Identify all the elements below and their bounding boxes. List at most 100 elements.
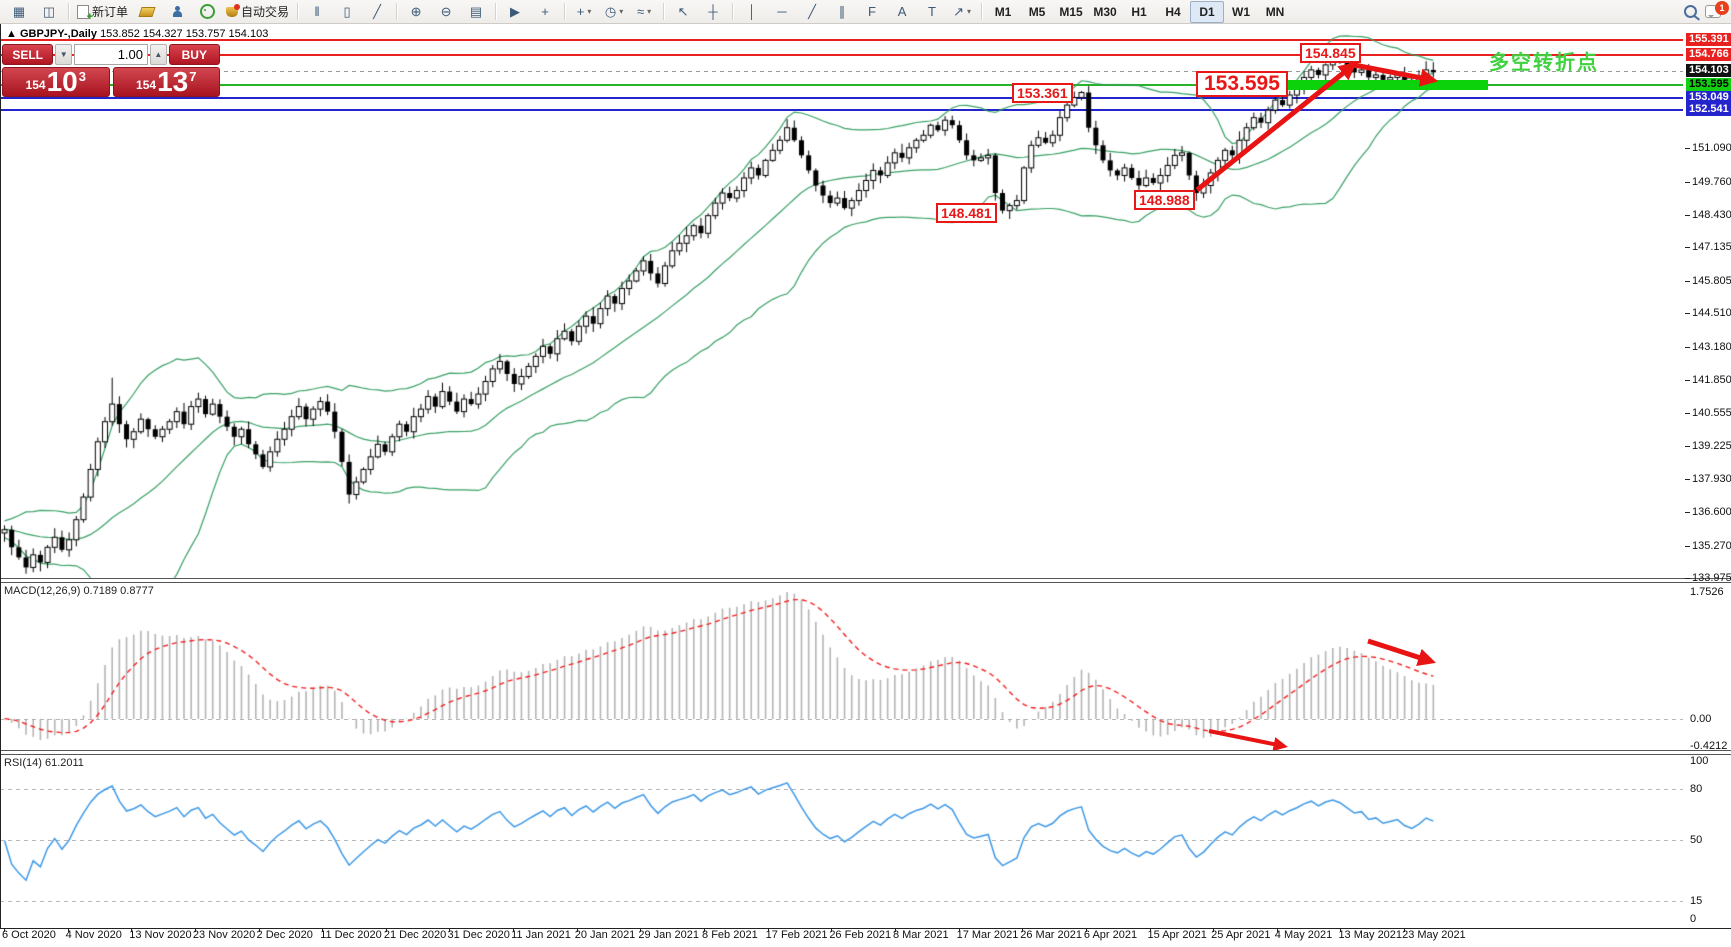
price-tick: 140.555 bbox=[1685, 407, 1731, 419]
price-tick: 141.850 bbox=[1685, 374, 1731, 386]
volume-up-button[interactable]: ▲ bbox=[150, 44, 167, 65]
rsi-axis-tick: 15 bbox=[1690, 895, 1703, 907]
rsi-axis-tick: 0 bbox=[1690, 913, 1697, 925]
timeframe-m15[interactable]: M15 bbox=[1054, 1, 1088, 23]
chevron-down-icon[interactable]: ▾ bbox=[966, 7, 971, 16]
price-badge-153.595: 153.595 bbox=[1686, 78, 1731, 91]
new-object-icon: + bbox=[576, 4, 585, 19]
chevron-down-icon[interactable]: ▾ bbox=[647, 7, 652, 16]
indicators-button[interactable]: ≈ ▾ bbox=[629, 1, 659, 23]
community-button[interactable] bbox=[162, 1, 192, 23]
crosshair-icon: ┼ bbox=[708, 4, 718, 19]
timeframe-h4-label: H4 bbox=[1165, 4, 1181, 19]
chevron-down-icon[interactable]: ▾ bbox=[587, 7, 592, 16]
date-label: 31 Dec 2020 bbox=[447, 929, 510, 941]
text-button[interactable]: A bbox=[887, 1, 917, 23]
sell-price-small: 154 bbox=[25, 78, 46, 92]
auto-trading-button[interactable]: 自动交易 bbox=[222, 1, 293, 23]
new-order-button-label: 新订单 bbox=[92, 5, 129, 19]
date-label: 21 Dec 2020 bbox=[383, 929, 447, 941]
timeframe-m1[interactable]: M1 bbox=[986, 1, 1020, 23]
chevron-down-icon[interactable]: ▾ bbox=[619, 7, 624, 16]
date-tick-mark bbox=[513, 928, 515, 932]
toolbar-separator bbox=[297, 3, 299, 20]
price-badge-153.049: 153.049 bbox=[1686, 91, 1731, 104]
search-icon[interactable] bbox=[1684, 5, 1697, 18]
price-tick: 133.975 bbox=[1685, 572, 1731, 584]
trendline-button[interactable]: ╱ bbox=[797, 1, 827, 23]
bar-chart-button[interactable]: ‖ bbox=[302, 1, 332, 23]
buy-price-button[interactable]: 154 13 7 bbox=[112, 67, 220, 97]
period-button[interactable]: ◷ ▾ bbox=[599, 1, 629, 23]
macd-pane-splitter[interactable] bbox=[0, 578, 1731, 583]
date-tick-mark bbox=[704, 928, 706, 932]
tile-windows-icon: ▤ bbox=[469, 4, 483, 19]
ohlc-low: 153.757 bbox=[185, 28, 226, 40]
date-tick-mark bbox=[1340, 928, 1342, 932]
line-chart-button[interactable]: ╱ bbox=[362, 1, 392, 23]
profiles-button[interactable]: ◫ bbox=[34, 1, 64, 23]
channel-icon: ∥ bbox=[838, 4, 846, 19]
timeframe-h4[interactable]: H4 bbox=[1156, 1, 1190, 23]
new-object-button[interactable]: + ▾ bbox=[569, 1, 599, 23]
date-tick-mark bbox=[4, 928, 5, 932]
horizontal-line-button[interactable]: ─ bbox=[767, 1, 797, 23]
auto-scroll-icon: ▶ bbox=[510, 4, 521, 19]
cursor-button[interactable]: ↖ bbox=[668, 1, 698, 23]
date-tick-mark bbox=[194, 928, 196, 932]
tile-windows-button[interactable]: ▤ bbox=[461, 1, 491, 23]
period-icon: ◷ bbox=[604, 4, 617, 19]
price-badge-155.391: 155.391 bbox=[1686, 33, 1731, 46]
zoom-out-button[interactable]: ⊖ bbox=[431, 1, 461, 23]
toolbar-separator bbox=[68, 3, 69, 20]
collapse-marker-icon[interactable]: ▲ bbox=[6, 28, 17, 40]
auto-trading-icon bbox=[226, 3, 241, 17]
chart-shift-button[interactable]: + bbox=[530, 1, 560, 23]
sell-button[interactable]: SELL bbox=[2, 44, 54, 65]
price-tick: 144.510 bbox=[1685, 307, 1731, 319]
arrows-button[interactable]: ↗ ▾ bbox=[947, 1, 977, 23]
timeframe-m5[interactable]: M5 bbox=[1020, 1, 1054, 23]
date-tick-mark bbox=[1022, 928, 1024, 932]
date-tick-mark bbox=[958, 928, 960, 932]
profiles-icon: ◫ bbox=[42, 4, 56, 19]
buy-button[interactable]: BUY bbox=[168, 44, 220, 65]
date-label: 2 Dec 2020 bbox=[256, 929, 313, 941]
date-label: 13 May 2021 bbox=[1338, 929, 1403, 941]
timeframe-w1[interactable]: W1 bbox=[1224, 1, 1258, 23]
symbol-name: GBPJPY-,Daily bbox=[19, 28, 97, 40]
volume-down-button[interactable]: ▼ bbox=[55, 44, 72, 65]
sell-price-button[interactable]: 154 10 3 bbox=[2, 67, 110, 97]
rsi-pane-splitter[interactable] bbox=[0, 750, 1731, 755]
zoom-in-button[interactable]: ⊕ bbox=[401, 1, 431, 23]
auto-scroll-button[interactable]: ▶ bbox=[500, 1, 530, 23]
ohlc-open: 153.852 bbox=[100, 28, 140, 40]
text-label-button[interactable]: T bbox=[917, 1, 947, 23]
new-order-button[interactable]: 新订单 bbox=[73, 1, 132, 23]
gold-button[interactable] bbox=[132, 1, 162, 23]
sell-price-big: 10 bbox=[46, 66, 78, 97]
symbol-info: ▲ GBPJPY-,Daily 153.852 154.327 153.757 … bbox=[6, 28, 268, 40]
timeframe-d1[interactable]: D1 bbox=[1190, 0, 1225, 23]
new-chart-button[interactable]: ▦ bbox=[4, 1, 34, 23]
bar-chart-icon: ‖ bbox=[314, 4, 320, 19]
fibonacci-button[interactable]: F bbox=[857, 1, 887, 23]
text-icon: A bbox=[897, 4, 907, 19]
notification-badge[interactable]: 1 bbox=[1715, 1, 1729, 15]
trendline-icon: ╱ bbox=[808, 4, 816, 19]
candle-chart-button[interactable]: ▯ bbox=[332, 1, 362, 23]
timeframe-m15-label: M15 bbox=[1059, 4, 1083, 19]
date-tick-mark bbox=[1276, 928, 1278, 932]
volume-input[interactable] bbox=[74, 44, 148, 65]
timeframe-mn[interactable]: MN bbox=[1258, 1, 1292, 23]
auto-trading-button-label: 自动交易 bbox=[241, 5, 290, 19]
date-label: 26 Mar 2021 bbox=[1020, 929, 1082, 941]
timeframe-m30[interactable]: M30 bbox=[1088, 1, 1122, 23]
channel-button[interactable]: ∥ bbox=[827, 1, 857, 23]
crosshair-button[interactable]: ┼ bbox=[698, 1, 728, 23]
vertical-line-button[interactable]: │ bbox=[737, 1, 767, 23]
price-tick: 137.930 bbox=[1685, 473, 1731, 485]
signals-button[interactable] bbox=[192, 1, 222, 23]
timeframe-h1[interactable]: H1 bbox=[1122, 1, 1156, 23]
